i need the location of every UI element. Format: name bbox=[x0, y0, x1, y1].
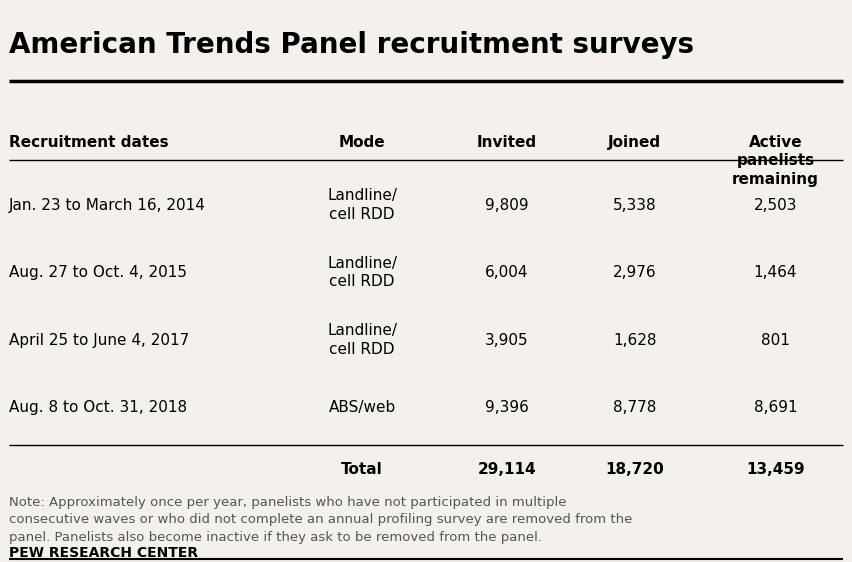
Text: 18,720: 18,720 bbox=[606, 462, 664, 477]
Text: Active
panelists
remaining: Active panelists remaining bbox=[732, 135, 819, 187]
Text: 29,114: 29,114 bbox=[478, 462, 536, 477]
Text: 2,976: 2,976 bbox=[613, 265, 657, 280]
Text: 1,628: 1,628 bbox=[613, 333, 657, 347]
Text: Landline/
cell RDD: Landline/ cell RDD bbox=[327, 323, 397, 357]
Text: Mode: Mode bbox=[339, 135, 385, 150]
Text: Jan. 23 to March 16, 2014: Jan. 23 to March 16, 2014 bbox=[9, 198, 205, 212]
Text: Landline/
cell RDD: Landline/ cell RDD bbox=[327, 256, 397, 289]
Text: ABS/web: ABS/web bbox=[329, 400, 395, 415]
Text: 801: 801 bbox=[761, 333, 790, 347]
Text: Landline/
cell RDD: Landline/ cell RDD bbox=[327, 188, 397, 222]
Text: Joined: Joined bbox=[608, 135, 661, 150]
Text: 13,459: 13,459 bbox=[746, 462, 804, 477]
Text: 1,464: 1,464 bbox=[753, 265, 797, 280]
Text: 9,809: 9,809 bbox=[485, 198, 529, 212]
Text: Aug. 8 to Oct. 31, 2018: Aug. 8 to Oct. 31, 2018 bbox=[9, 400, 187, 415]
Text: April 25 to June 4, 2017: April 25 to June 4, 2017 bbox=[9, 333, 189, 347]
Text: 3,905: 3,905 bbox=[485, 333, 529, 347]
Text: Aug. 27 to Oct. 4, 2015: Aug. 27 to Oct. 4, 2015 bbox=[9, 265, 187, 280]
Text: PEW RESEARCH CENTER: PEW RESEARCH CENTER bbox=[9, 546, 198, 560]
Text: 9,396: 9,396 bbox=[485, 400, 529, 415]
Text: 2,503: 2,503 bbox=[753, 198, 797, 212]
Text: 5,338: 5,338 bbox=[613, 198, 657, 212]
Text: 8,778: 8,778 bbox=[613, 400, 656, 415]
Text: Note: Approximately once per year, panelists who have not participated in multip: Note: Approximately once per year, panel… bbox=[9, 496, 632, 543]
Text: American Trends Panel recruitment surveys: American Trends Panel recruitment survey… bbox=[9, 31, 694, 59]
Text: Total: Total bbox=[341, 462, 383, 477]
Text: Recruitment dates: Recruitment dates bbox=[9, 135, 168, 150]
Text: Invited: Invited bbox=[477, 135, 537, 150]
Text: 8,691: 8,691 bbox=[753, 400, 797, 415]
Text: 6,004: 6,004 bbox=[485, 265, 529, 280]
